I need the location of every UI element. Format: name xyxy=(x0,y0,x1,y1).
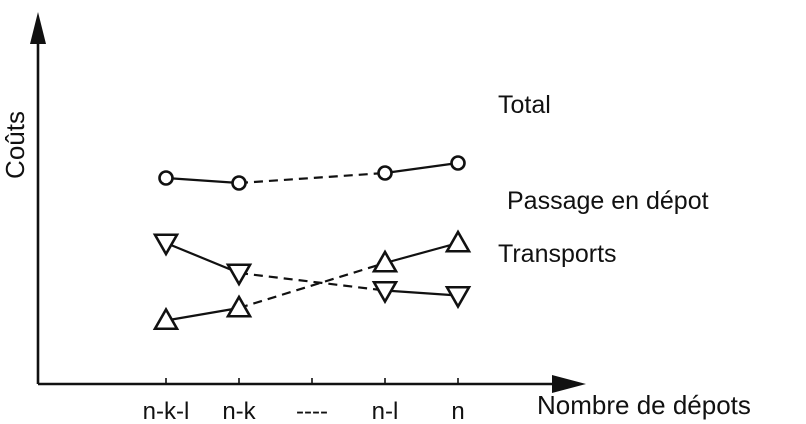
x-axis-tick-labels: n-k-l n-k ---- n-l n xyxy=(143,398,465,424)
series-total-point xyxy=(377,165,393,181)
series-label-passage-en-depot: Passage en dépot xyxy=(507,187,709,215)
series-total-point xyxy=(158,170,174,186)
x-axis-ticks xyxy=(165,378,459,384)
series-total-segment xyxy=(384,161,459,175)
series-transports-point xyxy=(152,233,180,257)
series-transports-point xyxy=(444,285,472,310)
series-total-point xyxy=(231,175,247,191)
series-layer xyxy=(152,155,472,331)
x-tick-label-n: n xyxy=(451,398,464,424)
series-total-segment xyxy=(238,171,386,185)
series-passage-en-depot-point xyxy=(152,306,180,331)
series-transports-point xyxy=(225,263,253,287)
series-transports-point xyxy=(371,280,399,305)
series-label-transports: Transports xyxy=(498,240,617,268)
series-transports-segment xyxy=(238,271,386,292)
y-axis-title: Coûts xyxy=(0,111,30,179)
series-transports-segment xyxy=(384,289,459,297)
series-total xyxy=(158,155,466,191)
x-tick-label-n-k-l: n-k-l xyxy=(143,398,190,424)
axes xyxy=(30,12,586,393)
series-passage-en-depot-point xyxy=(371,249,399,273)
series-label-total: Total xyxy=(498,91,551,119)
x-tick-label-gap: ---- xyxy=(296,398,328,424)
x-tick-label-n-l: n-l xyxy=(372,398,399,424)
series-passage-en-depot-point xyxy=(225,294,253,318)
series-passage-en-depot-segment xyxy=(384,241,459,265)
series-total-point xyxy=(450,155,466,171)
x-axis-arrow xyxy=(552,375,586,393)
series-transports-segment xyxy=(165,241,240,275)
x-axis-title: Nombre de dépots xyxy=(537,390,751,420)
x-tick-label-n-k: n-k xyxy=(222,398,256,424)
series-passage-en-depot-segment xyxy=(238,261,386,310)
series-total-segment xyxy=(165,176,240,185)
series-passage-en-depot xyxy=(152,229,472,331)
series-transports xyxy=(152,233,472,310)
series-labels: Total Passage en dépot Transports xyxy=(498,91,709,268)
y-axis-arrow xyxy=(30,12,46,44)
series-passage-en-depot-segment xyxy=(165,306,240,322)
series-passage-en-depot-point xyxy=(444,229,472,253)
